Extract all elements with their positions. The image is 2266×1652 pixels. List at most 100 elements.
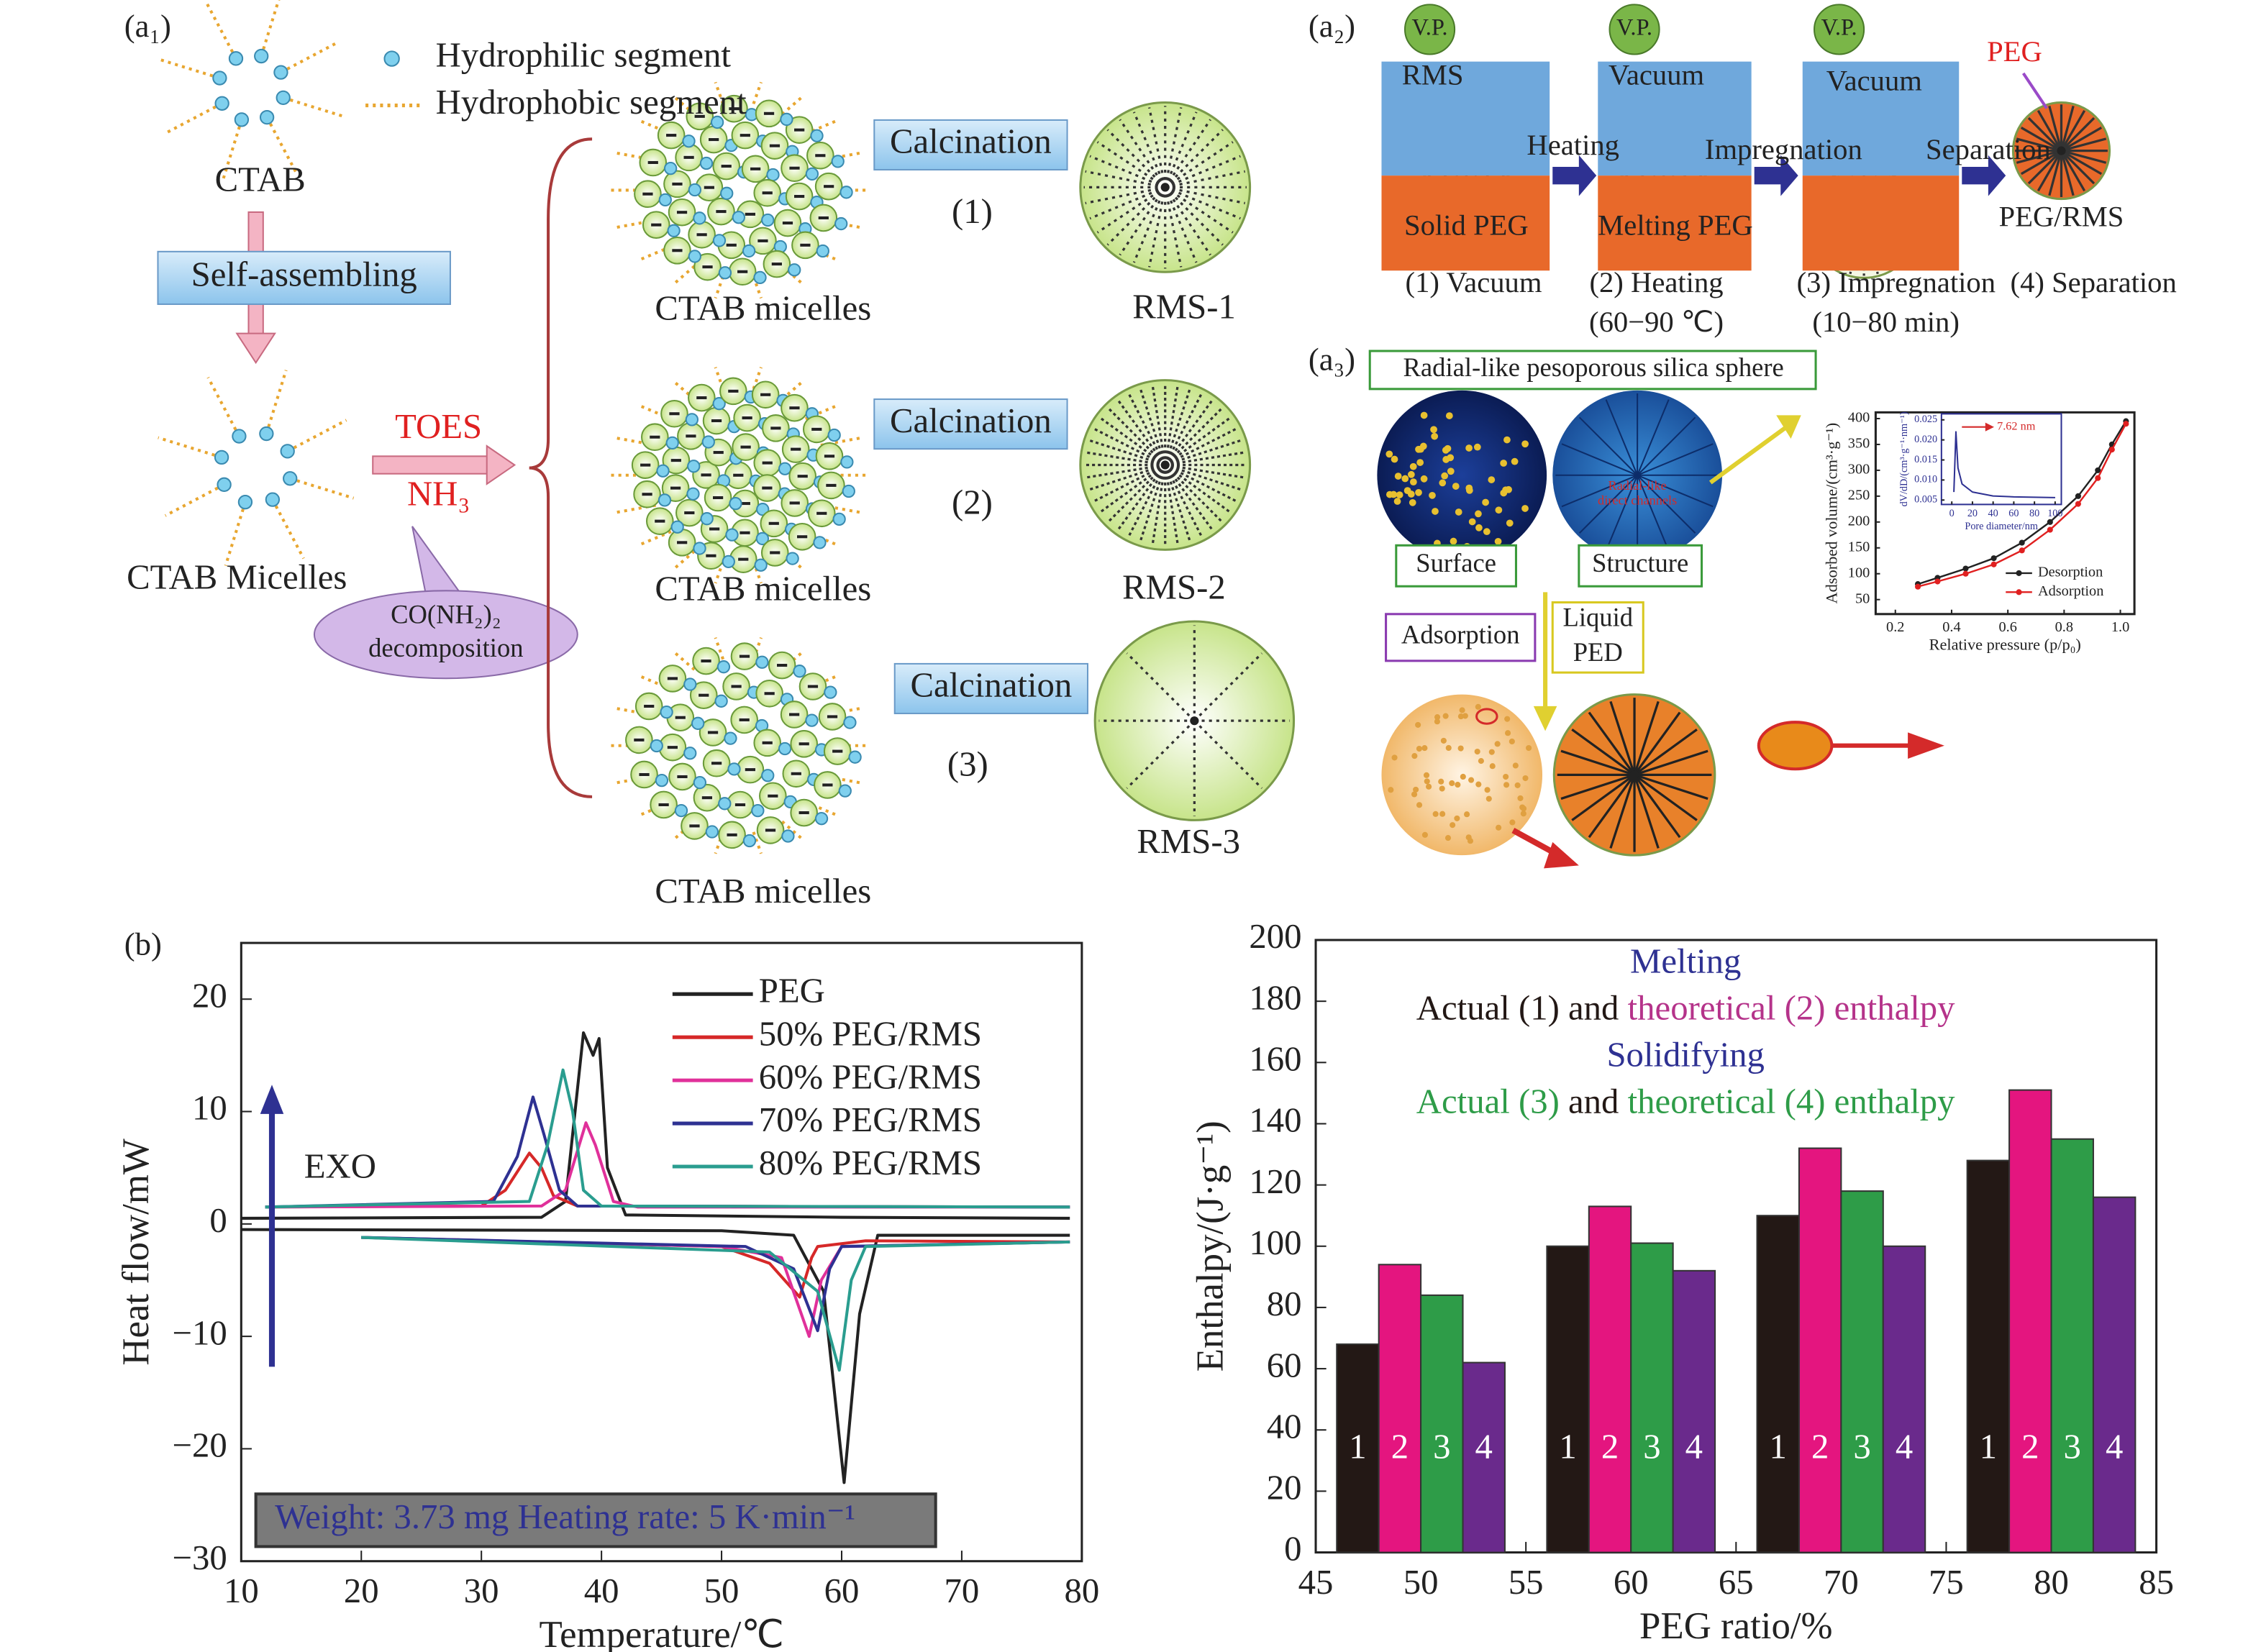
x-tick-label: 0.8 bbox=[2055, 619, 2073, 635]
head bbox=[693, 211, 706, 225]
pore-dot bbox=[1502, 486, 1509, 494]
y-tick-label: 200 bbox=[1848, 513, 1870, 529]
core bbox=[1160, 183, 1170, 192]
tail bbox=[671, 265, 696, 287]
head bbox=[682, 134, 696, 148]
head bbox=[754, 558, 768, 572]
head bbox=[813, 536, 827, 549]
pore bbox=[1165, 186, 1241, 220]
pore-dot bbox=[1409, 462, 1417, 470]
point bbox=[2047, 526, 2053, 533]
pore-dot bbox=[1494, 741, 1501, 747]
x-tick-label: 60 bbox=[824, 1571, 860, 1610]
point bbox=[1962, 570, 1969, 577]
label: RMS bbox=[1402, 58, 1464, 91]
pore-dot bbox=[1438, 778, 1444, 785]
head bbox=[232, 429, 247, 444]
x-tick-label: 80 bbox=[2029, 508, 2039, 519]
pore-dot bbox=[1496, 824, 1502, 831]
bar-label: 1 bbox=[1770, 1427, 1787, 1466]
y-tick-label: 0 bbox=[209, 1201, 227, 1240]
y-tick-label: 10 bbox=[192, 1089, 227, 1128]
label: Self-assembling bbox=[191, 255, 417, 294]
label: Vacuum bbox=[1609, 58, 1704, 91]
pore bbox=[1096, 141, 1166, 188]
head bbox=[843, 716, 857, 729]
label: Vacuum bbox=[1826, 64, 1922, 96]
pore bbox=[1164, 186, 1198, 263]
y-tick-label: 120 bbox=[1249, 1162, 1301, 1201]
pore bbox=[1096, 186, 1166, 234]
pore bbox=[1588, 774, 1636, 839]
panel-label: (a₁) bbox=[124, 8, 171, 44]
pore-dot bbox=[1416, 802, 1423, 808]
head bbox=[816, 244, 829, 258]
y-tick-label: 350 bbox=[1848, 436, 1870, 452]
head bbox=[283, 471, 298, 486]
pore bbox=[1164, 406, 1224, 466]
pore-dot bbox=[1396, 491, 1403, 498]
pore-dot bbox=[1460, 773, 1466, 780]
pore-dot bbox=[1415, 488, 1422, 496]
pore bbox=[1165, 439, 1243, 467]
pore bbox=[2060, 150, 2096, 185]
box bbox=[1578, 544, 1703, 588]
segment bbox=[265, 370, 288, 434]
y-tick-label: 180 bbox=[1249, 978, 1301, 1017]
pore bbox=[1560, 749, 1635, 776]
pore bbox=[2060, 110, 2086, 152]
pore-dot bbox=[1457, 745, 1464, 752]
pore-dot bbox=[1462, 713, 1468, 719]
label: RMS-3 bbox=[1137, 822, 1240, 861]
y-tick-label: 0.010 bbox=[1914, 474, 1937, 485]
pore bbox=[1637, 399, 1670, 476]
pore bbox=[1164, 391, 1203, 466]
pore bbox=[1637, 474, 1714, 508]
tail bbox=[637, 673, 672, 691]
bar-label: 2 bbox=[1601, 1427, 1619, 1466]
droplet bbox=[1757, 721, 1834, 771]
pore bbox=[1571, 774, 1636, 821]
segment bbox=[265, 117, 297, 173]
annotation-part: Melting bbox=[1630, 942, 1741, 981]
pore-dot bbox=[1512, 762, 1519, 769]
pore-dot bbox=[1475, 703, 1481, 710]
label: PEG bbox=[1987, 35, 2042, 68]
x-tick-label: 60 bbox=[1614, 1563, 1649, 1602]
annotation-part: theoretical (2) enthalpy bbox=[1628, 989, 1956, 1028]
pore-dot bbox=[1450, 537, 1457, 545]
tail bbox=[781, 549, 806, 572]
tail bbox=[804, 673, 840, 691]
bar bbox=[1672, 1269, 1716, 1553]
x-tick-label: 20 bbox=[1967, 508, 1978, 519]
arrow bbox=[486, 444, 517, 485]
arrow bbox=[372, 455, 491, 475]
exo-label: EXO bbox=[304, 1146, 376, 1185]
bar-label: 4 bbox=[1896, 1427, 1913, 1466]
pore-dot bbox=[1465, 444, 1473, 452]
pore-dot bbox=[1465, 834, 1472, 841]
legend-text: Hydrophobic segment bbox=[436, 83, 747, 122]
chamber bbox=[1802, 61, 1960, 176]
pore bbox=[1164, 187, 1183, 268]
pore bbox=[1605, 475, 1639, 552]
pore bbox=[2027, 150, 2062, 185]
pore bbox=[1139, 465, 1167, 543]
tail bbox=[671, 820, 696, 842]
pore bbox=[1193, 720, 1263, 790]
pore bbox=[2061, 150, 2107, 164]
pore bbox=[1151, 384, 1167, 465]
pore bbox=[1126, 720, 1196, 790]
segment bbox=[166, 101, 223, 134]
pore bbox=[1087, 439, 1166, 467]
arrow bbox=[1776, 415, 1801, 439]
pore bbox=[1164, 186, 1224, 246]
head bbox=[214, 449, 229, 465]
pore-dot bbox=[1488, 749, 1495, 755]
exo-arrow bbox=[260, 1085, 284, 1114]
point bbox=[1914, 583, 1921, 590]
y-tick-label: 100 bbox=[1249, 1223, 1301, 1262]
bar bbox=[1966, 1159, 2011, 1553]
point bbox=[1962, 565, 1969, 572]
annotation-part: Solidifying bbox=[1606, 1036, 1764, 1074]
